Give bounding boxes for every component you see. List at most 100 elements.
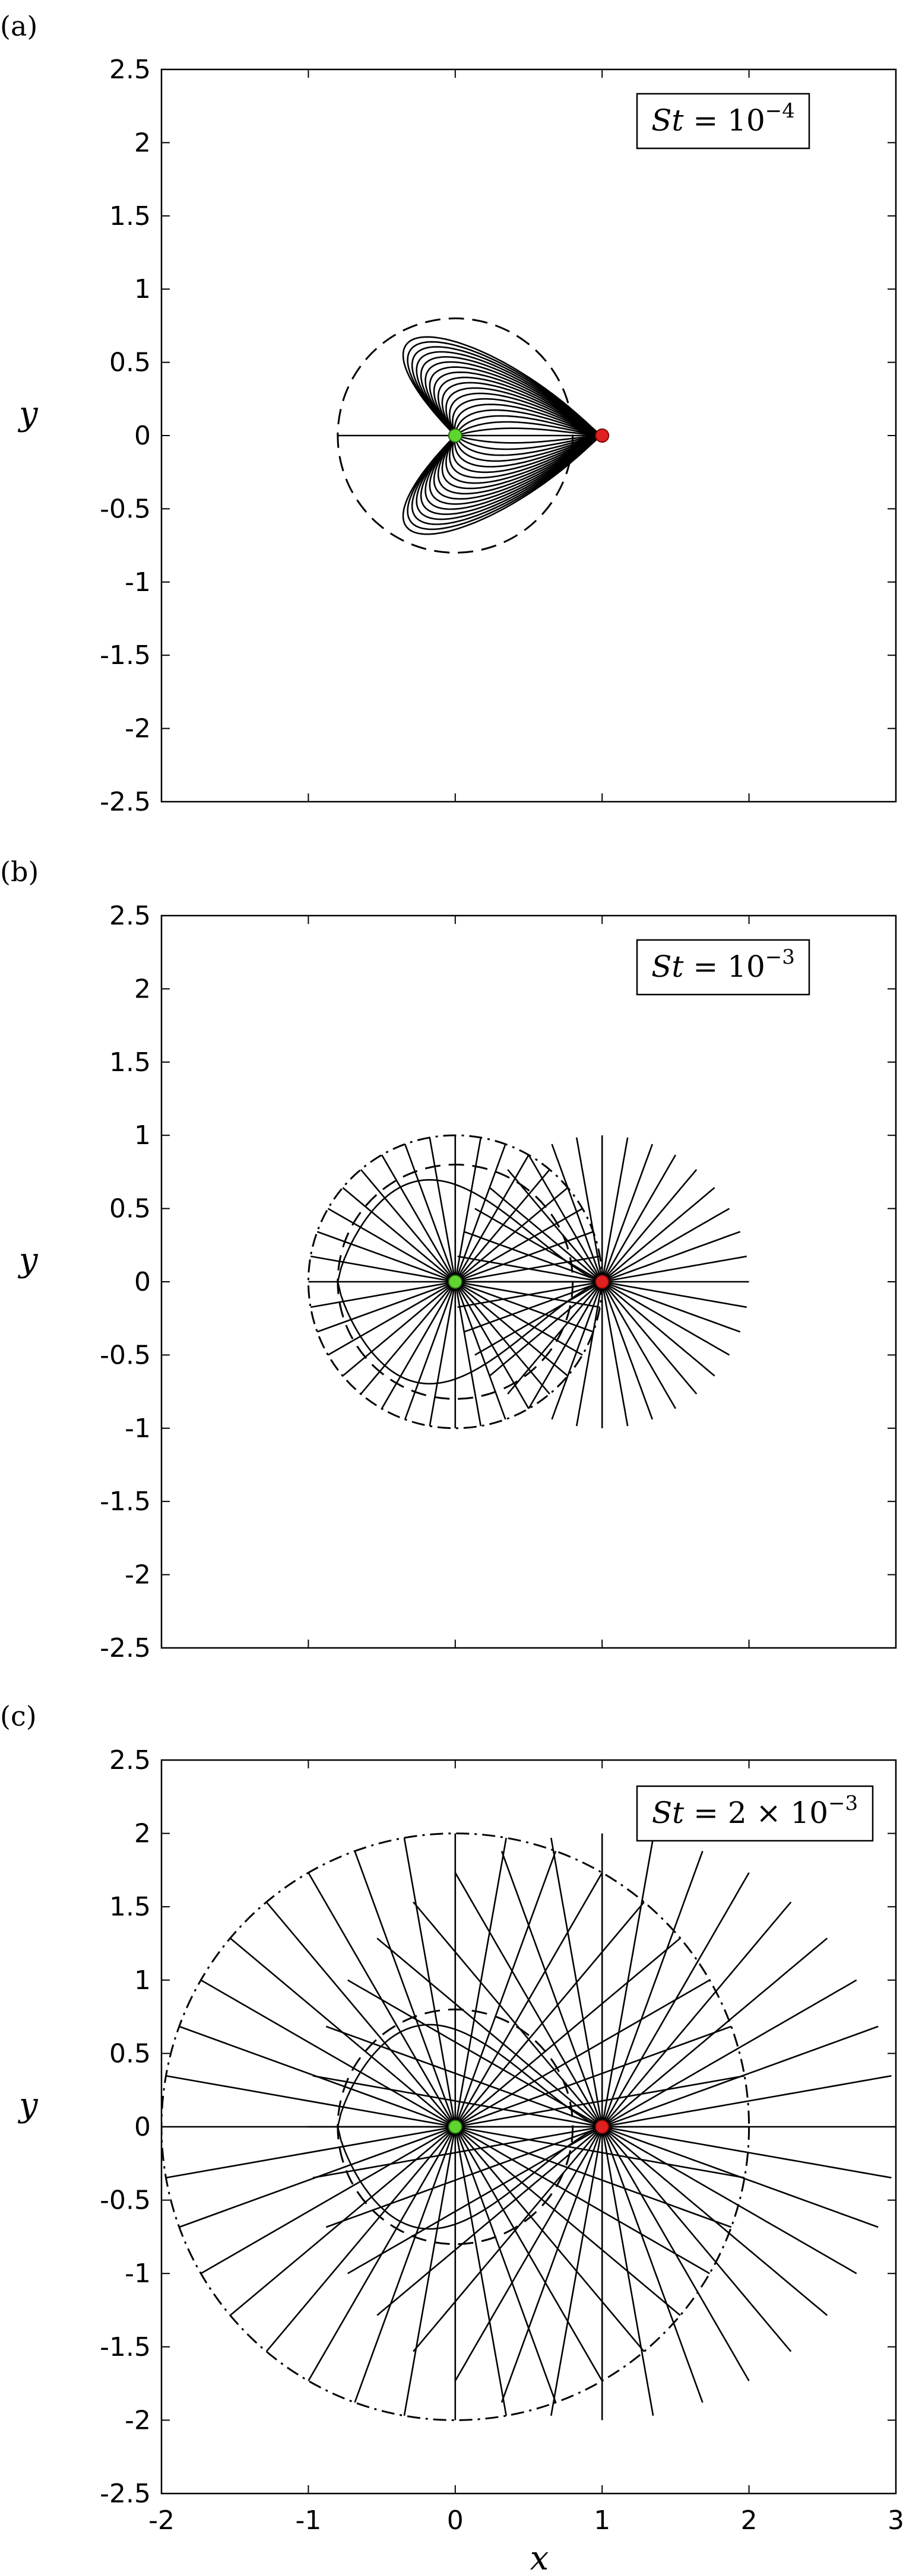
y-tick-label: -1.5	[100, 640, 151, 671]
y-tick-label: 1	[134, 1965, 151, 1996]
trajectory	[316, 1231, 456, 1283]
trajectory	[433, 371, 603, 437]
y-tick-label: -2.5	[100, 2479, 151, 2509]
trajectory	[337, 1281, 603, 1385]
x-axis-label: x	[530, 2539, 549, 2576]
trajectory	[454, 1281, 482, 1427]
trajectory	[455, 2126, 745, 2179]
trajectory	[528, 1154, 603, 1282]
trajectory	[347, 2126, 603, 2275]
trajectory	[433, 434, 603, 500]
y-tick-label: -2.5	[100, 1633, 151, 1663]
plot-area	[161, 1832, 896, 2421]
trajectory	[411, 434, 603, 525]
y-tick-label: -2	[125, 714, 151, 744]
trajectory	[310, 1281, 456, 1308]
trajectory	[327, 1281, 456, 1356]
y-tick-label: 0.5	[109, 348, 151, 378]
trajectory	[448, 434, 603, 479]
axes-box	[160, 68, 897, 803]
trajectory	[601, 1937, 828, 2127]
trajectory	[454, 409, 603, 437]
trajectory	[455, 1231, 594, 1283]
x-tick-label: 2	[741, 2505, 758, 2536]
y-tick-label: -1	[125, 1414, 151, 1444]
panel-a: (a) 2.5 2 1.5 1 0.5 0 -0.5 -1 -1.5 -2 -2.5 y St = 10−…	[0, 10, 897, 817]
trajectory	[402, 434, 603, 535]
trajectory	[413, 2126, 603, 2352]
trajectory	[312, 2075, 603, 2128]
trajectory	[601, 1255, 747, 1283]
y-tick-label: 2.5	[109, 901, 151, 931]
x-tick-label: 3	[888, 2505, 903, 2536]
trajectory	[455, 421, 603, 437]
trajectory	[455, 434, 603, 444]
trajectory	[416, 434, 603, 520]
trajectory	[601, 2025, 879, 2128]
trajectory	[265, 2126, 456, 2352]
y-tick-label: -2.5	[100, 787, 151, 817]
trajectory	[381, 1281, 456, 1409]
axes-box	[160, 1759, 897, 2495]
y-tick-label: -2	[125, 1560, 151, 1590]
trajectory	[601, 2075, 892, 2128]
trajectory	[601, 1281, 654, 1420]
annotation-box	[636, 939, 810, 996]
y-tick-label: -1	[125, 567, 151, 598]
trajectory	[376, 2126, 603, 2316]
trajectory	[437, 434, 603, 495]
trajectory	[454, 1872, 603, 2127]
trajectory	[360, 1281, 456, 1395]
y-tick-label: -0.5	[100, 1340, 151, 1370]
trajectory	[464, 1281, 603, 1333]
trajectory	[601, 1187, 715, 1282]
trajectory	[407, 434, 603, 531]
y-tick-label: 1.5	[109, 1047, 151, 1078]
trajectory	[381, 1154, 456, 1282]
trajectory	[464, 1231, 603, 1283]
trajectory	[601, 1979, 857, 2128]
trajectory	[411, 346, 603, 437]
target-point	[595, 1275, 610, 1289]
trajectory	[601, 1208, 730, 1283]
trajectory	[601, 1169, 698, 1282]
trajectory	[420, 356, 603, 437]
trajectory	[551, 1281, 603, 1420]
trajectory	[454, 1850, 557, 2127]
trajectory	[337, 1179, 603, 1283]
trajectory	[416, 351, 603, 437]
trajectory	[500, 2126, 603, 2403]
trajectory	[454, 1901, 645, 2127]
trajectory	[404, 1281, 457, 1420]
y-axis-label: y	[17, 1241, 39, 1279]
trajectory	[489, 1281, 603, 1377]
annotation: St = 2 × 10−3	[636, 1785, 874, 1842]
trajectory	[454, 2126, 557, 2403]
trajectory	[337, 2126, 603, 2230]
trajectory	[407, 341, 603, 437]
y-tick-label: -1	[125, 2259, 151, 2289]
y-tick-label: 0.5	[109, 1194, 151, 1224]
annotation-text: St = 10−3	[651, 945, 795, 984]
y-tick-label: -1.5	[100, 1486, 151, 1517]
plot-area	[337, 317, 603, 554]
y-tick-label: 0.5	[109, 2038, 151, 2069]
trajectory	[454, 434, 603, 456]
trajectory	[310, 1255, 456, 1283]
annotation: St = 10−4	[636, 93, 810, 150]
source-point	[448, 428, 462, 443]
trajectory	[437, 376, 603, 437]
trajectory	[575, 1281, 603, 1427]
trajectory	[454, 1144, 506, 1282]
trajectory	[601, 1837, 654, 2127]
x-tick-label: 0	[447, 2505, 464, 2536]
trajectory	[429, 1281, 457, 1427]
trajectory	[601, 1281, 730, 1356]
trajectory	[601, 1281, 715, 1377]
plot-area	[307, 1134, 749, 1430]
trajectory	[454, 1281, 550, 1395]
annotation-text: St = 10−4	[651, 99, 795, 138]
trajectory	[601, 1144, 654, 1282]
trajectory	[601, 1231, 741, 1283]
